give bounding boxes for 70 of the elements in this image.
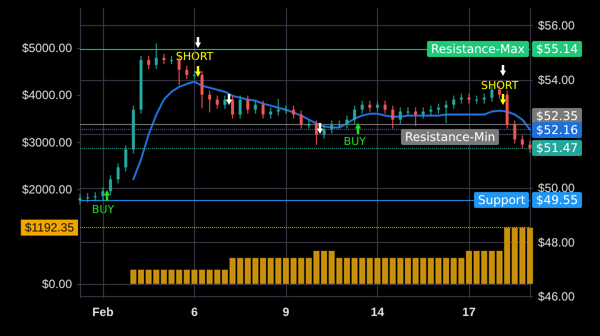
candlestick [109,174,112,196]
text: $51.47 [532,140,582,156]
candlestick [292,105,296,120]
y2-tick-label: $54.00 [538,72,576,87]
x-tick-label: Feb [92,305,114,319]
candlestick [467,93,470,104]
y2-tick-label: $56.00 [538,18,576,33]
annotation: SHORT [480,78,518,93]
candlestick [254,100,257,114]
x-tick-label: 17 [462,305,476,319]
x-tick-label: 14 [370,305,384,319]
candlestick [391,105,394,130]
candlestick [185,65,188,80]
candlestick [246,95,250,114]
y2-tick-label: $46.00 [538,290,576,304]
candlestick [360,100,364,114]
candlestick [223,95,226,110]
candlestick [460,93,463,104]
candlestick [429,105,432,116]
annotation: BUY [344,135,366,150]
candlestick [238,95,242,120]
annotation: BUY [92,202,114,217]
candlestick [269,106,272,120]
candlestick [276,98,280,116]
text: $55.14 [532,40,582,57]
y-tick-label: $0.00 [42,276,72,291]
ref-line-label: Resistance-Max [427,40,529,57]
candlestick [384,100,387,114]
candlestick [94,192,97,202]
candlestick [314,120,318,146]
candlestick [398,106,402,124]
candlestick [520,134,524,150]
candlestick [528,140,532,153]
candlestick [101,186,104,201]
candlestick [154,42,158,70]
candlestick [513,120,516,144]
candlestick [482,93,486,104]
x-tick-label: 9 [282,305,290,319]
candlestick [345,115,348,130]
y-tick-label: $5000.00 [22,41,72,56]
candlestick [262,100,265,120]
x-tick-label: 6 [191,305,198,319]
candlestick [452,95,456,110]
ref-line-label: $1192.35 [24,220,74,235]
ref-line-label: Resistance-Min [401,128,500,145]
candlestick [147,55,150,70]
candlestick [300,110,303,130]
candlestick [78,194,82,205]
y-tick-label: $2000.00 [22,182,72,197]
y-tick-label: $4000.00 [22,88,72,102]
candlestick [231,95,234,120]
candlestick [116,162,120,184]
candlestick [86,192,90,203]
y2-tick-label: $48.00 [538,235,576,250]
candlestick [200,70,204,109]
ref-line-label: Support [474,192,530,208]
candlestick [422,106,425,120]
y-tick-label: $3000.00 [22,135,72,150]
candlestick [330,120,334,134]
annotation: SHORT [176,50,214,64]
candlestick [216,95,219,110]
candlestick [436,103,440,114]
text: $52.35 [532,108,582,124]
candlestick [162,53,166,65]
candlestick [208,90,212,113]
candlestick [353,105,356,124]
text: $52.16 [532,122,582,138]
text: $49.55 [532,192,582,208]
candlestick [322,124,326,140]
candlestick [414,106,418,126]
